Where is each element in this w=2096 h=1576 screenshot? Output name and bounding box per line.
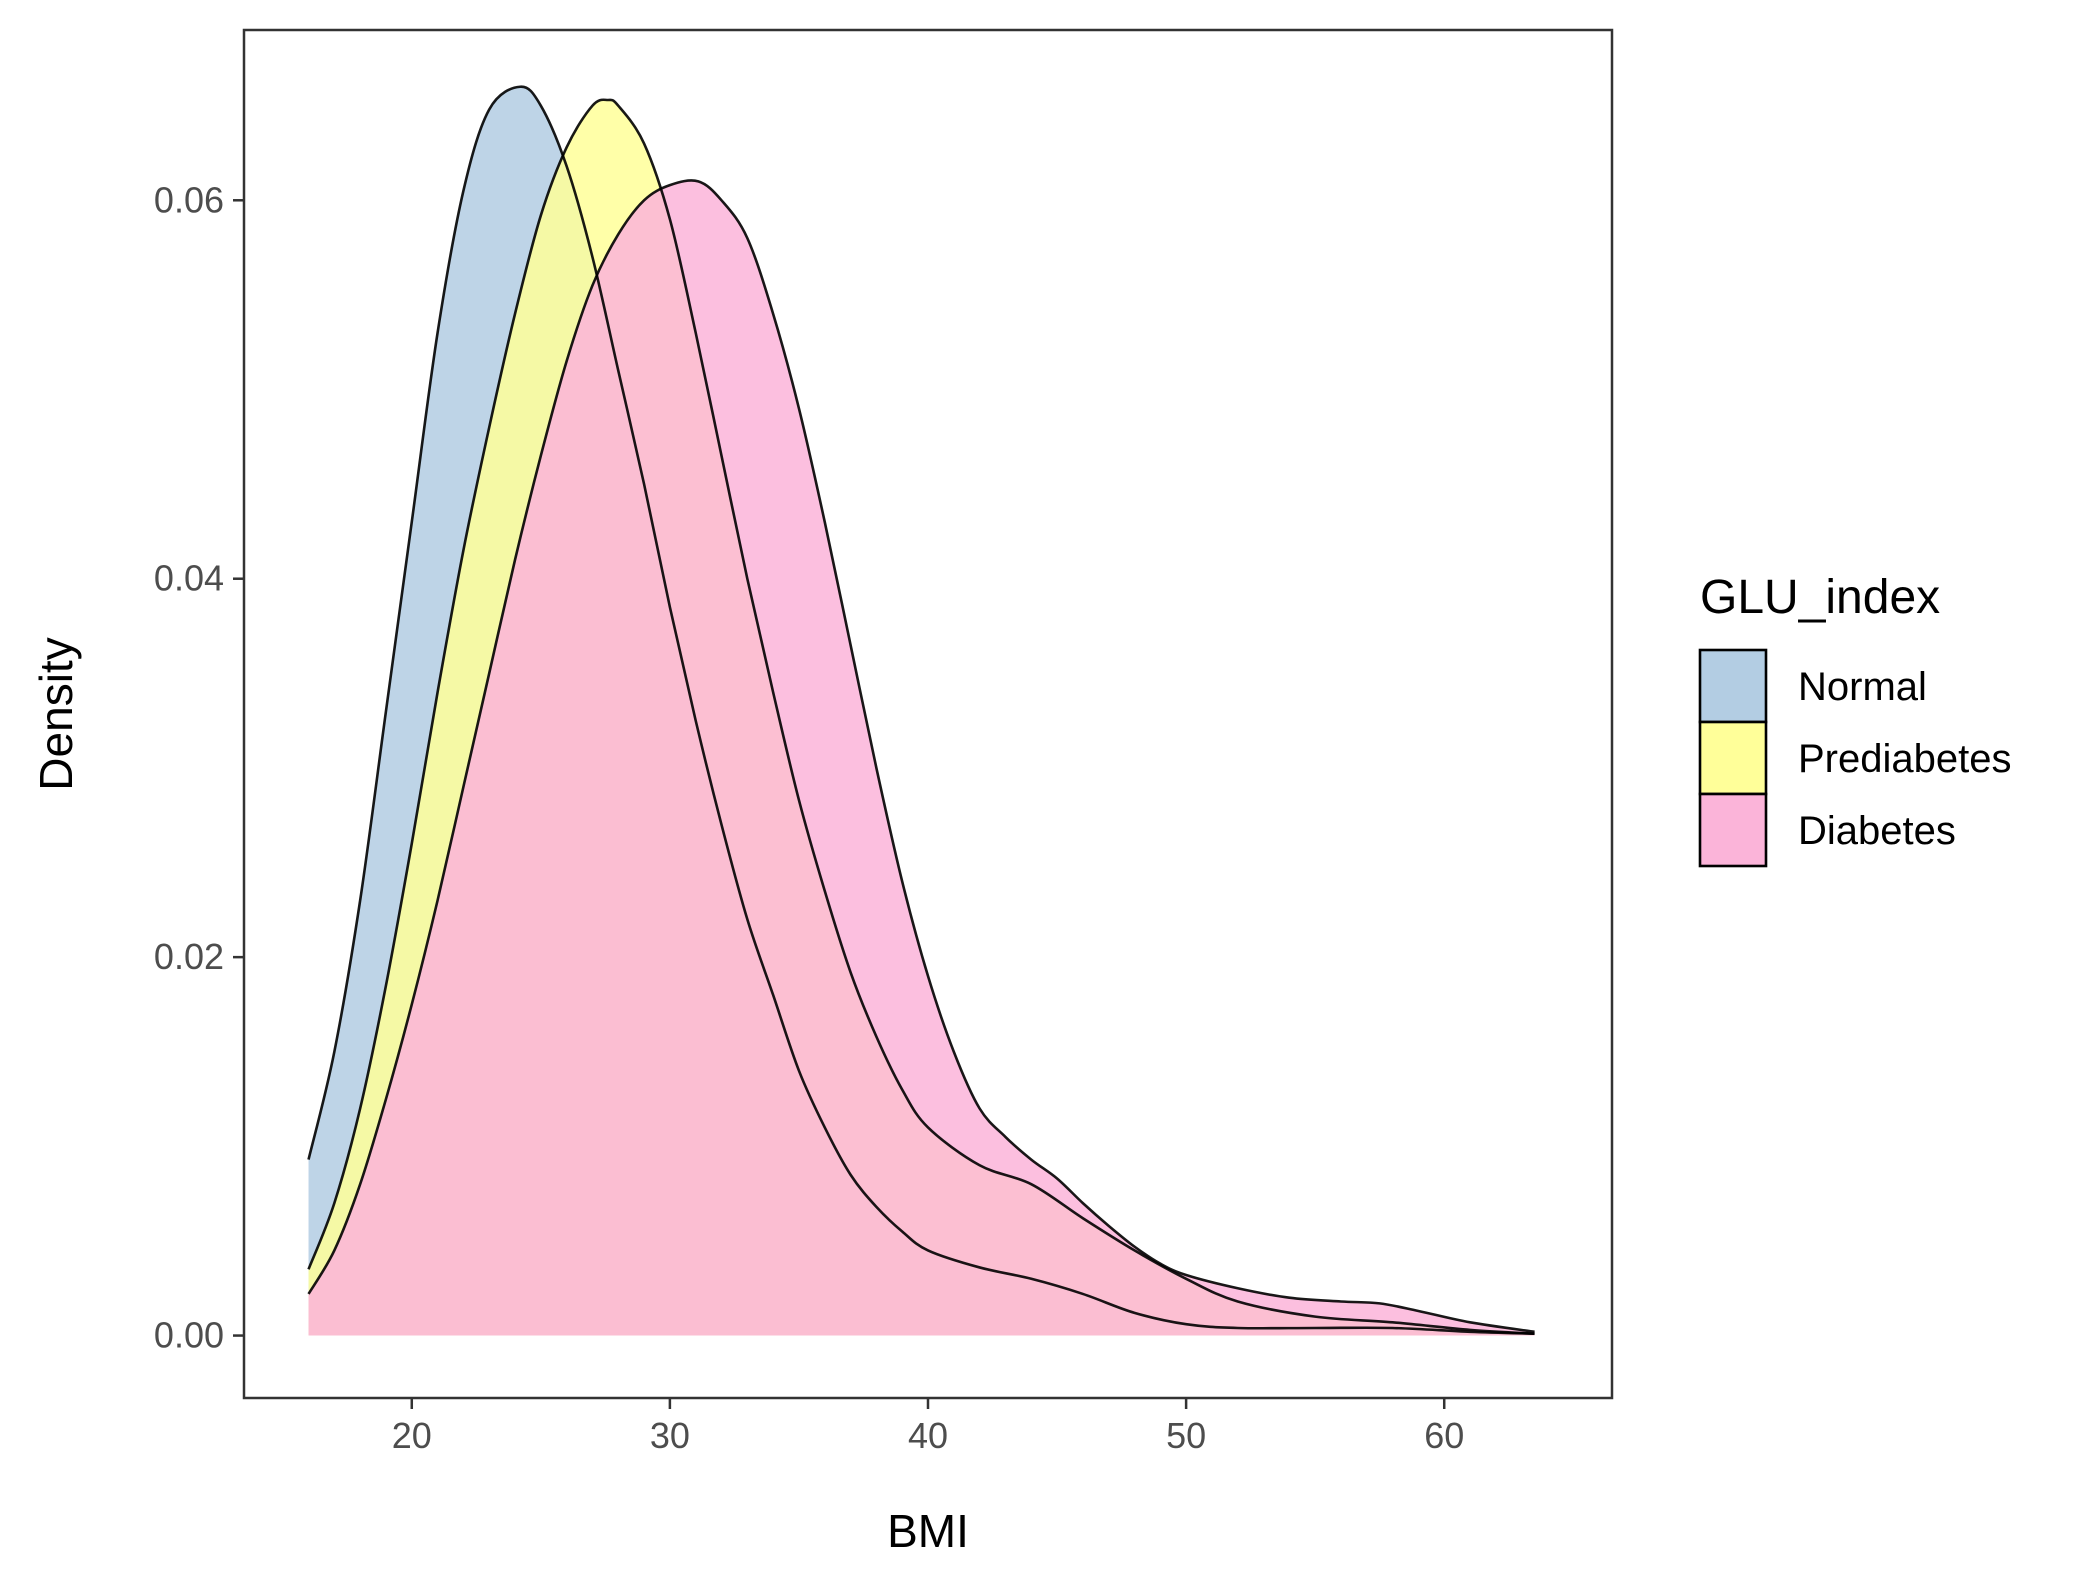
density-line-diabetes xyxy=(307,179,1535,1334)
x-tick-label: 60 xyxy=(1424,1415,1464,1456)
density-layer xyxy=(307,85,1535,1336)
y-axis: 0.00 0.02 0.04 0.06 xyxy=(154,179,244,1356)
legend: GLU_index Normal Prediabetes Diabetes xyxy=(1698,571,2011,868)
y-tick-label: 0.04 xyxy=(154,558,224,599)
legend-title: GLU_index xyxy=(1700,571,1940,624)
legend-label-diabetes: Diabetes xyxy=(1798,809,1956,853)
x-tick-label: 30 xyxy=(650,1415,690,1456)
legend-label-prediabetes: Prediabetes xyxy=(1798,737,2011,781)
density-line-prediabetes xyxy=(307,98,1535,1335)
y-tick-label: 0.00 xyxy=(154,1315,224,1356)
x-tick-label: 50 xyxy=(1166,1415,1206,1456)
legend-key-prediabetes xyxy=(1698,720,1768,796)
y-tick-label: 0.02 xyxy=(154,936,224,977)
x-tick-label: 40 xyxy=(908,1415,948,1456)
y-axis-title: Density xyxy=(30,637,82,790)
density-line-normal xyxy=(307,85,1535,1335)
legend-label-normal: Normal xyxy=(1798,665,1927,709)
legend-key-normal xyxy=(1698,648,1768,724)
x-axis-title: BMI xyxy=(887,1505,969,1557)
x-axis: 20 30 40 50 60 xyxy=(392,1398,1464,1456)
y-tick-label: 0.06 xyxy=(154,179,224,220)
legend-key-diabetes xyxy=(1698,792,1768,868)
x-tick-label: 20 xyxy=(392,1415,432,1456)
density-area-diabetes xyxy=(308,180,1535,1336)
